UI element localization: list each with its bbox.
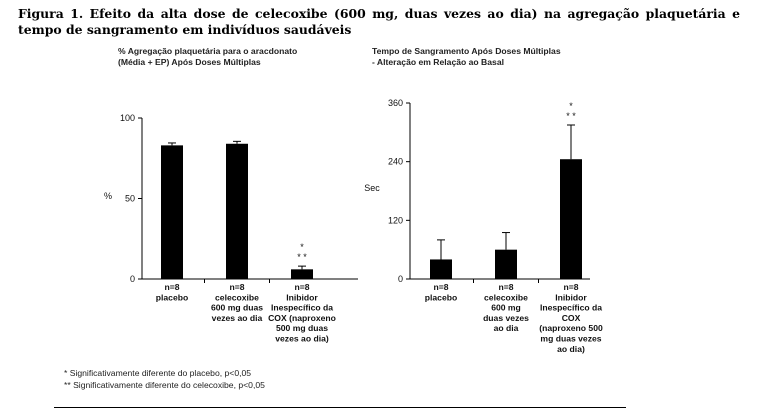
chart1-category-label-0: n=8 placebo: [156, 282, 188, 302]
chart1-category-label-1: n=8 celecoxibe 600 mg duas vezes ao dia: [211, 282, 263, 323]
bottom-rule: [54, 407, 626, 408]
chart1-y-tick-label-2: 100: [120, 113, 135, 123]
chart1-category-label-2: n=8 Inibidor Inespecífico da COX (naproxeno…: [268, 282, 336, 344]
chart2-y-tick-label-0: 0: [398, 274, 403, 284]
chart2-y-tick-label-3: 360: [388, 98, 403, 108]
chart1-y-tick-label-0: 0: [130, 274, 135, 284]
chart1-bar-2: [291, 269, 313, 279]
chart2-y-tick-label-1: 120: [388, 215, 403, 225]
footnote-2: ** Significativamente diferente do celec…: [64, 380, 265, 390]
chart2-significance-2: * * *: [566, 101, 576, 121]
chart2-category-label-0: n=8 placebo: [425, 282, 457, 302]
chart2-y-axis-label: Sec: [364, 183, 380, 193]
chart1-significance-2: * * *: [297, 242, 307, 262]
chart1-bar-1: [226, 143, 248, 279]
chart2-bar-0: [430, 259, 452, 279]
footnote-1: * Significativamente diferente do placeb…: [64, 368, 252, 378]
chart1-y-tick-label-1: 50: [125, 194, 135, 204]
chart2-bar-2: [560, 159, 582, 279]
chart2-bar-1: [495, 249, 517, 279]
chart-2-title: Tempo de Sangramento Após Doses Múltipla…: [372, 46, 561, 67]
chart-1-title: % Agregação plaquetária para o aracdonat…: [118, 46, 298, 67]
chart1-bar-0: [161, 145, 183, 279]
chart1-y-axis-label: %: [104, 191, 112, 201]
chart2-category-label-1: n=8 celecoxibe 600 mg duas vezes ao dia: [483, 282, 529, 333]
chart2-category-label-2: n=8 Inibidor Inespecífico da COX (naproxeno …: [539, 282, 603, 354]
chart2-y-tick-label-2: 240: [388, 157, 403, 167]
figure-caption: Figura 1. Efeito da alta dose de celecox…: [18, 6, 740, 37]
